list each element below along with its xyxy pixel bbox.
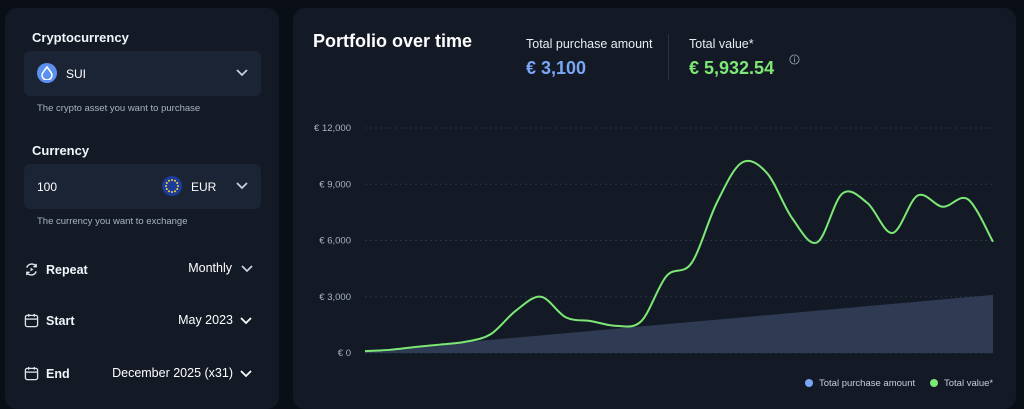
info-icon[interactable]: [789, 54, 800, 65]
calendar-icon: [24, 313, 39, 328]
end-label: End: [46, 367, 70, 381]
total-value-line: [364, 159, 994, 353]
stats-divider: [668, 34, 669, 80]
legend-value-dot: [930, 379, 938, 387]
eu-flag-icon: [162, 176, 182, 196]
purchase-amount-area: [365, 294, 993, 353]
currency-hint: The currency you want to exchange: [37, 216, 188, 227]
chart-title: Portfolio over time: [313, 31, 473, 51]
repeat-label: Repeat: [46, 263, 88, 277]
currency-label: Currency: [32, 143, 90, 158]
currency-code[interactable]: EUR: [191, 180, 217, 194]
end-value: December 2025 (x31): [112, 366, 233, 380]
currency-input-group: 100 EUR: [24, 164, 261, 209]
chevron-down-icon: [241, 265, 253, 273]
crypto-selected-value: SUI: [66, 67, 87, 81]
repeat-select[interactable]: Monthly: [150, 254, 256, 282]
legend-purchase-label: Total purchase amount: [819, 378, 916, 389]
start-value: May 2023: [178, 313, 233, 327]
amount-input[interactable]: 100: [37, 180, 58, 194]
purchase-amount-label: Total purchase amount: [526, 37, 653, 51]
legend-value-label: Total value*: [944, 378, 994, 389]
crypto-select[interactable]: SUI: [24, 51, 261, 96]
total-value-label: Total value*: [689, 37, 754, 51]
chevron-down-icon: [240, 317, 252, 325]
purchase-amount-value: € 3,100: [526, 58, 587, 78]
y-tick-label: € 9,000: [319, 179, 351, 190]
calendar-icon: [24, 366, 39, 381]
repeat-value: Monthly: [188, 261, 232, 275]
chevron-down-icon: [240, 370, 252, 378]
y-tick-label: € 12,000: [314, 123, 351, 134]
y-tick-label: € 3,000: [319, 292, 351, 303]
repeat-icon: [26, 263, 37, 276]
legend-purchase-dot: [805, 379, 813, 387]
sui-coin-icon: [37, 63, 57, 83]
end-select[interactable]: December 2025 (x31): [100, 359, 256, 387]
total-value-value: € 5,932.54: [689, 58, 775, 78]
crypto-hint: The crypto asset you want to purchase: [37, 103, 201, 114]
chevron-down-icon[interactable]: [236, 182, 248, 190]
start-select[interactable]: May 2023: [140, 306, 256, 334]
y-tick-label: € 6,000: [319, 236, 351, 247]
crypto-label: Cryptocurrency: [32, 30, 129, 45]
y-tick-label: € 0: [338, 348, 351, 359]
chevron-down-icon: [236, 69, 248, 77]
start-label: Start: [46, 314, 75, 328]
portfolio-chart: € 0 € 3,000 € 6,000 € 9,000 € 12,000: [314, 123, 994, 359]
